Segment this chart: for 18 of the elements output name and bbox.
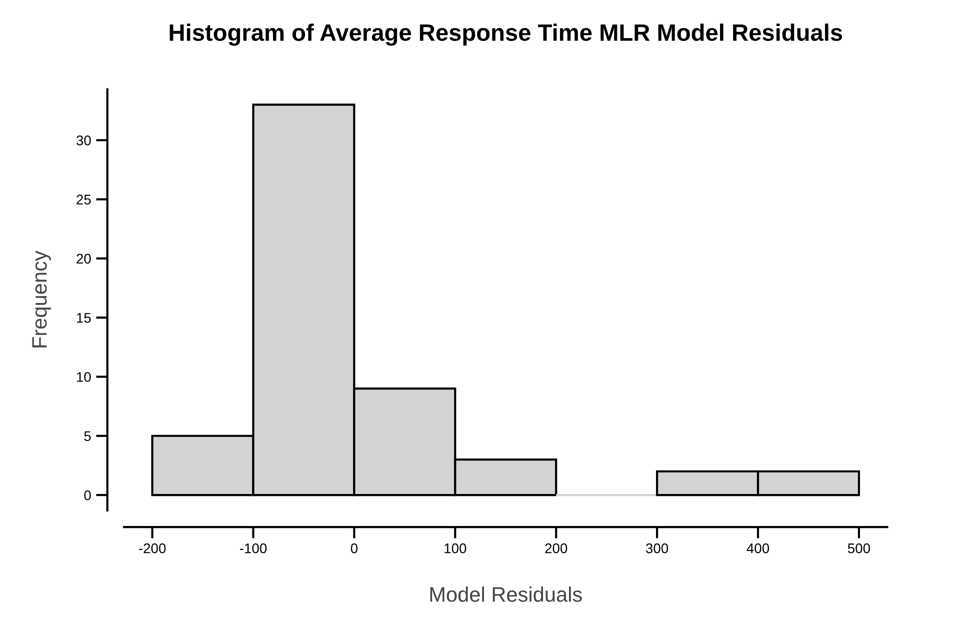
x-tick-label: 400	[746, 543, 770, 554]
chart-title: Histogram of Average Response Time MLR Model Residuals	[170, 24, 842, 46]
x-tick-label: -100	[240, 543, 267, 554]
y-tick-label: 25	[76, 194, 91, 204]
y-tick-label: 15	[76, 313, 91, 323]
x-tick-label: 200	[545, 543, 568, 554]
y-tick-label: 20	[76, 254, 91, 264]
y-axis-title: Frequency	[32, 250, 51, 348]
x-tick-label: -200	[139, 543, 166, 554]
y-tick-label: 0	[84, 490, 91, 500]
y-tick-label: 10	[76, 372, 91, 382]
x-tick-label: 0	[350, 543, 358, 554]
x-tick-label: 100	[444, 543, 466, 554]
y-tick-label: 30	[76, 136, 91, 146]
y-tick-label: 5	[84, 431, 91, 442]
x-tick-label: 500	[848, 543, 870, 554]
x-axis-title: Model Residuals	[430, 586, 582, 602]
x-tick-label: 300	[646, 543, 668, 554]
